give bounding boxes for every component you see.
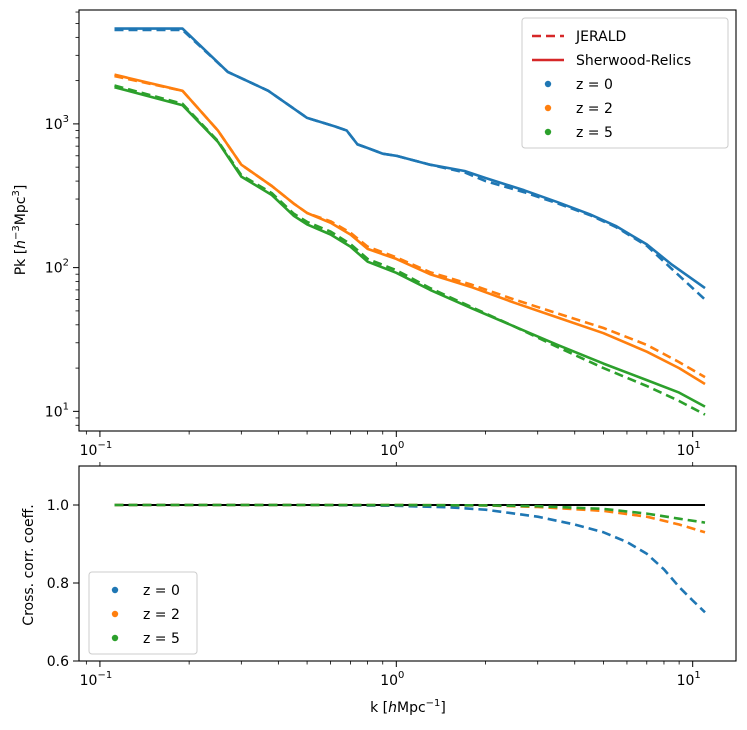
cross-correlation-legend-z-2-marker [111,610,119,618]
power-spectrum-ticks: 10−1 100 101 101 102 103 [45,11,701,459]
power-spectrum-series-z-5-jerald [114,84,706,416]
power-spectrum-series-z-2-jerald [114,74,706,379]
cross-correlation-series [114,503,706,614]
cross-correlation-legend-z-5-label: z = 5 [143,631,180,647]
cross-correlation-ytick-label: 1.0 [47,498,69,514]
power-spectrum-xtick-label: 100 [380,440,404,459]
cross-correlation-axes-frame [78,465,737,662]
cross-correlation-xtick-label: 10−1 [80,670,113,689]
power-spectrum-legend-frame [521,17,729,149]
power-spectrum-xtick-label: 10−1 [80,440,113,459]
power-spectrum-series-z-0-jerald [114,28,706,301]
power-spectrum-legend-z-0-marker [544,80,552,88]
power-spectrum-panel: 10−1 100 101 101 102 103 Pk [h−3Mpc3] JERALD S… [11,9,737,459]
power-spectrum-legend-sherwood-relics-label: Sherwood-Relics [576,53,691,69]
cross-correlation-legend-z-0-marker [111,586,119,594]
power-spectrum-series-z-5-sherwood-relics [114,85,706,408]
power-spectrum-ytick-label: 101 [45,401,69,420]
power-spectrum-series-z-2-sherwood-relics [114,73,706,386]
power-spectrum-legend-z-2-label: z = 2 [576,101,613,117]
power-spectrum-legend-z-0-label: z = 0 [576,77,613,93]
cross-correlation-legend-z-2-label: z = 2 [143,607,180,623]
power-spectrum-legend-jerald-label: JERALD [575,29,626,45]
power-spectrum-legend-z-5-label: z = 5 [576,125,613,141]
power-spectrum-ytick-label: 102 [45,258,69,277]
cross-correlation-xlabel: k [hMpc−1] [370,698,446,716]
power-spectrum-ylabel: Pk [h−3Mpc3] [11,185,29,276]
cross-correlation-ylabel: Cross. corr. coeff. [21,504,37,625]
cross-correlation-series-z-0 [114,503,706,614]
power-spectrum-legend-z-5-marker [544,128,552,136]
power-spectrum-xtick-label: 101 [677,440,701,459]
cross-correlation-ytick-label: 0.6 [47,654,69,670]
power-spectrum-legend: JERALD Sherwood-Relics z = 0 z = 2 z = 5 [521,17,729,149]
cross-correlation-xtick-label: 100 [380,670,404,689]
power-spectrum-legend-z-2-marker [544,104,552,112]
cross-correlation-legend: z = 0 z = 2 z = 5 [88,571,198,655]
cross-correlation-xtick-label: 101 [677,670,701,689]
cross-correlation-series-z-2 [114,503,706,534]
power-spectrum-ytick-label: 103 [45,114,69,133]
cross-correlation-ytick-label: 0.8 [47,576,69,592]
cross-correlation-ticks: 10−1 100 101 0.6 0.8 1.0 [47,462,701,689]
cross-correlation-legend-z-5-marker [111,634,119,642]
cross-correlation-legend-z-0-label: z = 0 [143,583,180,599]
power-spectrum-series [114,27,706,416]
cross-correlation-series-z-5 [114,503,706,524]
power-spectrum-axes-frame [78,9,737,432]
